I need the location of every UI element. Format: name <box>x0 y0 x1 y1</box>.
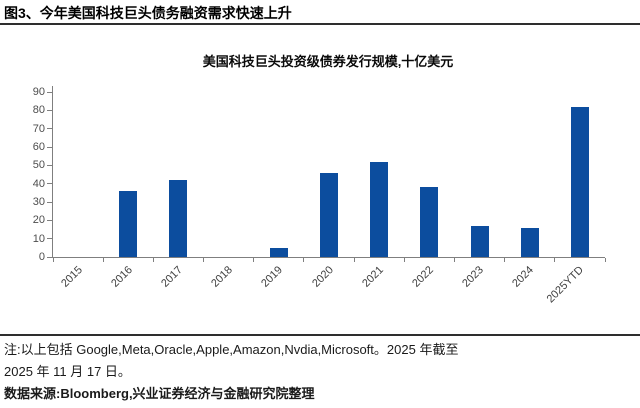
bar-2022 <box>420 187 439 257</box>
y-axis-label: 60 <box>32 141 45 153</box>
note-line-2: 2025 年 11 月 17 日。 <box>4 364 131 379</box>
bar-2025YTD <box>570 106 589 257</box>
header-underline <box>0 23 640 25</box>
y-axis-tick <box>47 128 52 130</box>
y-axis-tick <box>47 164 52 166</box>
bar-2021 <box>370 161 389 257</box>
y-axis-extension <box>51 86 53 92</box>
x-axis-tick <box>203 258 205 262</box>
y-axis-tick <box>47 201 52 203</box>
bar-chart-plot-area: 0 10 20 30 40 50 60 70 80 90 2015 2016 2017 2018 2019 2… <box>33 86 606 305</box>
x-axis-label: 2015 <box>58 264 85 290</box>
x-axis-label: 2017 <box>159 264 185 290</box>
x-axis-label: 2023 <box>460 264 487 290</box>
y-axis-label: 30 <box>32 196 45 208</box>
y-axis-label: 20 <box>32 214 45 227</box>
y-axis-label: 50 <box>32 159 45 172</box>
x-axis-tick <box>353 258 355 262</box>
bar-2019 <box>269 247 288 257</box>
y-axis-tick <box>47 256 52 258</box>
bar-2023 <box>470 225 489 257</box>
bar-2024 <box>520 227 539 257</box>
y-axis-label: 80 <box>32 104 45 117</box>
y-axis-label: 70 <box>32 122 45 135</box>
y-axis-tick <box>47 219 52 221</box>
x-axis-tick <box>453 258 455 262</box>
y-axis-label: 90 <box>32 86 45 98</box>
x-axis-tick <box>504 258 506 262</box>
x-axis-tick <box>152 258 154 262</box>
footer-separator <box>0 334 640 336</box>
y-axis-label: 0 <box>38 251 45 263</box>
bar-2016 <box>119 191 138 257</box>
x-axis-tick <box>554 258 556 262</box>
footnotes: 注:以上包括 Google,Meta,Oracle,Apple,Amazon,N… <box>4 339 638 405</box>
y-axis-label: 10 <box>32 232 45 245</box>
y-axis-label: 40 <box>32 177 45 190</box>
note-line-1: 注:以上包括 Google,Meta,Oracle,Apple,Amazon,N… <box>4 342 459 357</box>
y-axis-tick <box>47 91 52 93</box>
x-axis-label: 2025YTD <box>545 264 587 306</box>
y-axis-tick <box>47 238 52 240</box>
x-axis-label: 2019 <box>259 264 286 290</box>
x-axis-label: 2022 <box>410 264 436 290</box>
y-axis-tick <box>47 146 52 148</box>
x-axis-label: 2016 <box>108 264 135 290</box>
x-axis-label: 2024 <box>510 264 537 290</box>
x-axis-label: 2021 <box>359 264 386 290</box>
y-axis-tick <box>47 109 52 111</box>
x-axis-tick <box>52 258 54 262</box>
x-axis-label: 2020 <box>309 264 336 290</box>
bar-2020 <box>320 172 338 257</box>
x-axis-tick <box>403 258 405 262</box>
bar-2017 <box>169 180 188 257</box>
y-axis-tick <box>47 183 52 185</box>
x-axis-tick <box>604 258 606 262</box>
x-axis-label: 2018 <box>209 264 236 290</box>
data-source-line: 数据来源:Bloomberg,兴业证券经济与金融研究院整理 <box>4 386 315 401</box>
figure-title: 图3、今年美国科技巨头债务融资需求快速上升 <box>4 5 292 21</box>
chart-title: 美国科技巨头投资级债券发行规模,十亿美元 <box>202 54 454 69</box>
x-axis-tick <box>102 258 104 262</box>
x-axis-tick <box>253 258 255 262</box>
x-axis-tick <box>303 258 305 262</box>
